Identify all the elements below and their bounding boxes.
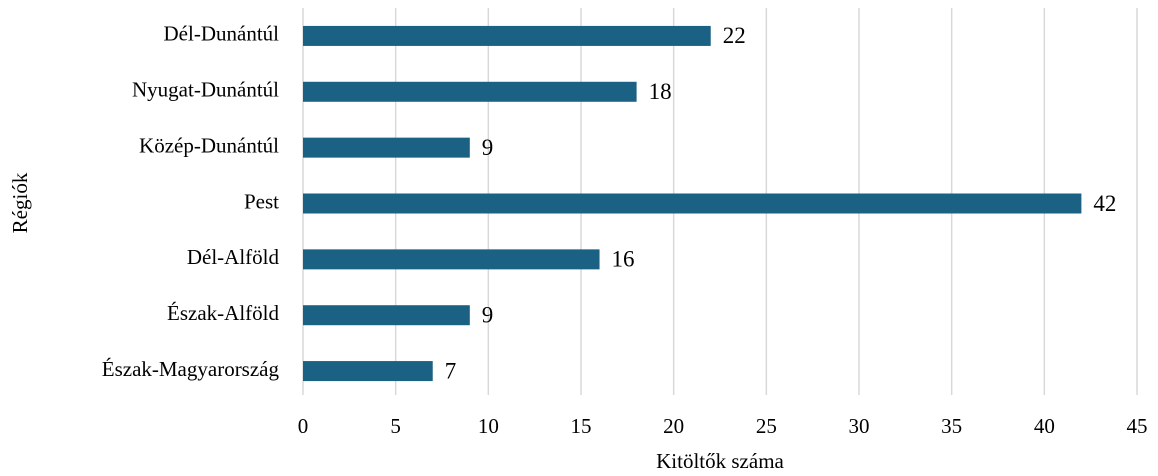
x-tick-label: 5 bbox=[390, 414, 401, 438]
y-tick-label: Közép-Dunántúl bbox=[139, 133, 279, 157]
x-tick-label: 25 bbox=[756, 414, 777, 438]
y-tick-label: Észak-Magyarország bbox=[102, 357, 280, 381]
y-tick-label: Észak-Alföld bbox=[167, 301, 279, 325]
x-tick-label: 0 bbox=[298, 414, 309, 438]
bar bbox=[303, 81, 637, 102]
data-label: 22 bbox=[723, 23, 746, 48]
data-label: 16 bbox=[612, 247, 635, 272]
x-tick-label: 10 bbox=[478, 414, 499, 438]
x-tick-label: 45 bbox=[1127, 414, 1148, 438]
bar bbox=[303, 305, 470, 326]
x-tick-label: 35 bbox=[941, 414, 962, 438]
y-tick-label: Pest bbox=[244, 189, 279, 213]
bar bbox=[303, 137, 470, 158]
data-label: 42 bbox=[1093, 191, 1116, 216]
x-tick-label: 30 bbox=[849, 414, 870, 438]
bar bbox=[303, 249, 600, 270]
x-tick-label: 15 bbox=[571, 414, 592, 438]
bar bbox=[303, 25, 711, 46]
y-tick-label: Dél-Alföld bbox=[187, 245, 280, 269]
data-label: 9 bbox=[482, 135, 494, 160]
x-tick-label: 40 bbox=[1034, 414, 1055, 438]
x-axis-label: Kitöltők száma bbox=[656, 449, 784, 473]
data-label: 9 bbox=[482, 302, 494, 327]
y-tick-label: Nyugat-Dunántúl bbox=[132, 78, 279, 102]
data-label: 7 bbox=[445, 358, 457, 383]
x-tick-label: 20 bbox=[663, 414, 684, 438]
y-axis-label: Régiók bbox=[8, 172, 32, 233]
y-tick-label: Dél-Dunántúl bbox=[164, 22, 280, 46]
data-label: 18 bbox=[649, 79, 672, 104]
bar bbox=[303, 193, 1082, 214]
bar bbox=[303, 361, 433, 382]
